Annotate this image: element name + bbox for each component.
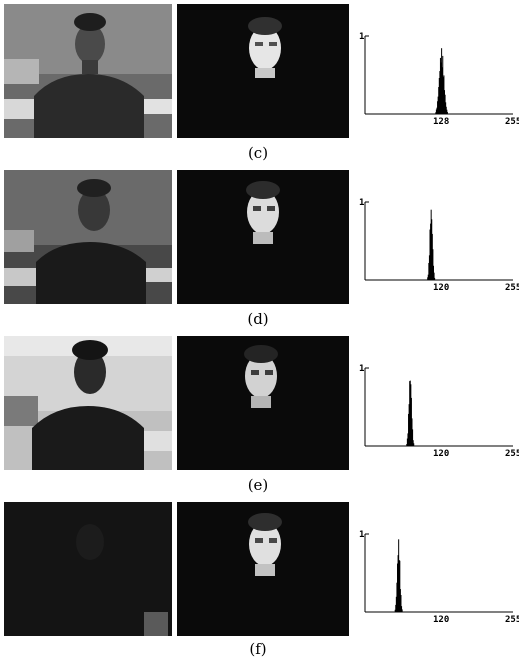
caption-e: (e) — [247, 476, 269, 494]
x-tick-label-mid: 120 — [433, 449, 449, 459]
x-tick-label-max: 255 — [505, 117, 519, 127]
original-photo-e-graphic — [4, 336, 172, 470]
original-photo-f-graphic — [4, 502, 172, 636]
y-tick-label: 1 — [359, 32, 364, 42]
original-photo-d — [4, 170, 172, 304]
histogram-c: 1 128 255 — [359, 32, 519, 127]
segmented-photo-e — [177, 336, 349, 470]
segmented-photo-e-graphic — [177, 336, 349, 470]
y-tick-label: 1 — [359, 198, 364, 208]
segmented-photo-f — [177, 502, 349, 636]
x-tick-label-mid: 120 — [433, 283, 449, 293]
original-photo-c — [4, 4, 172, 138]
caption-f: (f) — [249, 640, 267, 658]
x-tick-label-mid: 120 — [433, 615, 449, 625]
original-photo-d-graphic — [4, 170, 172, 304]
histogram-e: 1 120 255 — [359, 364, 519, 459]
y-tick-label: 1 — [359, 530, 364, 540]
segmented-photo-c-graphic — [177, 4, 349, 138]
segmented-photo-f-graphic — [177, 502, 349, 636]
x-tick-label-max: 255 — [505, 449, 519, 459]
x-tick-label-max: 255 — [505, 615, 519, 625]
original-photo-c-graphic — [4, 4, 172, 138]
histogram-f: 1 120 255 — [359, 530, 519, 625]
caption-c: (c) — [247, 144, 269, 162]
original-photo-f — [4, 502, 172, 636]
segmented-photo-d-graphic — [177, 170, 349, 304]
histogram-d: 1 120 255 — [359, 198, 519, 293]
original-photo-e — [4, 336, 172, 470]
segmented-photo-d — [177, 170, 349, 304]
caption-d: (d) — [247, 310, 269, 328]
x-tick-label-max: 255 — [505, 283, 519, 293]
x-tick-label-mid: 128 — [433, 117, 449, 127]
y-tick-label: 1 — [359, 364, 364, 374]
segmented-photo-c — [177, 4, 349, 138]
